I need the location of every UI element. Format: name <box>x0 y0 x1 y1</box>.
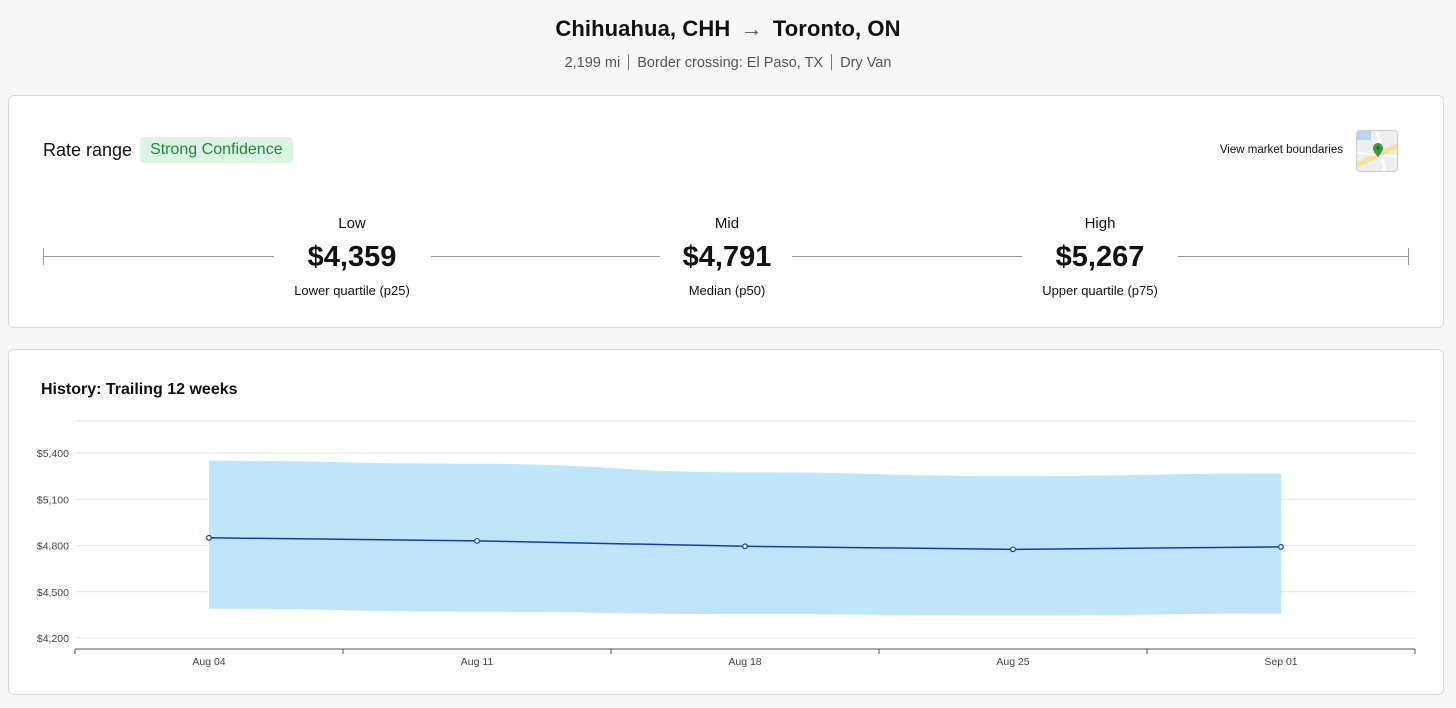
history-card: $5,400 $5,100 $4,800 $4,500 $4,200 Aug 04 Aug … <box>8 349 1444 695</box>
y-tick-label: $4,200 <box>37 633 69 645</box>
route-title: Chihuahua, CHH → Toronto, ON <box>0 16 1456 42</box>
history-title: History: Trailing 12 weeks <box>41 381 238 398</box>
history-chart: $5,400 $5,100 $4,800 $4,500 $4,200 Aug 04 Aug … <box>37 420 1416 668</box>
median-point <box>1010 546 1016 553</box>
rate-high-label: High <box>1084 215 1116 232</box>
equipment-label: Dry Van <box>840 55 892 71</box>
median-point <box>206 534 212 541</box>
range-line-segment <box>43 256 274 257</box>
rate-band-area <box>209 460 1281 616</box>
confidence-badge: Strong Confidence <box>140 137 293 163</box>
x-tick-label: Aug 11 <box>461 656 494 668</box>
arrow-right-icon: → <box>740 16 763 41</box>
divider <box>831 54 833 70</box>
x-tick-label: Aug 04 <box>192 656 225 668</box>
range-line-segment <box>1178 256 1409 257</box>
median-point <box>742 543 748 550</box>
map-thumbnail-button[interactable] <box>1356 130 1398 172</box>
rate-range-title: Rate range <box>43 139 133 160</box>
range-end-cap <box>1408 248 1409 265</box>
rate-mid-value: $4,791 <box>682 241 772 273</box>
y-tick-label: $5,400 <box>37 448 69 460</box>
rate-high-caption: Upper quartile (p75) <box>1042 283 1158 298</box>
range-line-segment <box>792 256 1022 257</box>
rate-mid-label: Mid <box>714 215 740 232</box>
route-header: Chihuahua, CHH → Toronto, ON 2,199 mi Bor… <box>0 0 1456 90</box>
distance-label: 2,199 mi <box>564 55 621 71</box>
median-point <box>1278 543 1284 550</box>
rate-range-header: Rate range Strong Confidence <box>43 137 293 163</box>
range-line-segment <box>431 256 660 257</box>
y-tick-label: $5,100 <box>37 494 69 506</box>
divider <box>628 54 630 70</box>
border-crossing-label: Border crossing: El Paso, TX <box>637 55 824 71</box>
x-tick-label: Aug 18 <box>728 656 761 668</box>
rate-low-value: $4,359 <box>307 241 397 273</box>
map-pin-icon <box>1357 131 1397 171</box>
rate-high-value: $5,267 <box>1055 241 1145 273</box>
view-market-boundaries-link[interactable]: View market boundaries <box>1219 144 1343 156</box>
median-point <box>474 537 480 544</box>
rate-range-card: Rate range Strong Confidence View market… <box>8 95 1444 328</box>
origin-label: Chihuahua, CHH <box>555 16 731 41</box>
y-tick-label: $4,800 <box>37 541 69 553</box>
rate-low-label: Low <box>338 215 366 232</box>
y-tick-label: $4,500 <box>37 587 69 599</box>
x-tick-label: Sep 01 <box>1264 656 1297 668</box>
rate-low-caption: Lower quartile (p25) <box>294 283 410 298</box>
x-tick-label: Aug 25 <box>996 656 1029 668</box>
destination-label: Toronto, ON <box>772 16 901 41</box>
rate-mid-caption: Median (p50) <box>688 283 766 298</box>
route-details: 2,199 mi Border crossing: El Paso, TX Dry … <box>0 54 1456 71</box>
